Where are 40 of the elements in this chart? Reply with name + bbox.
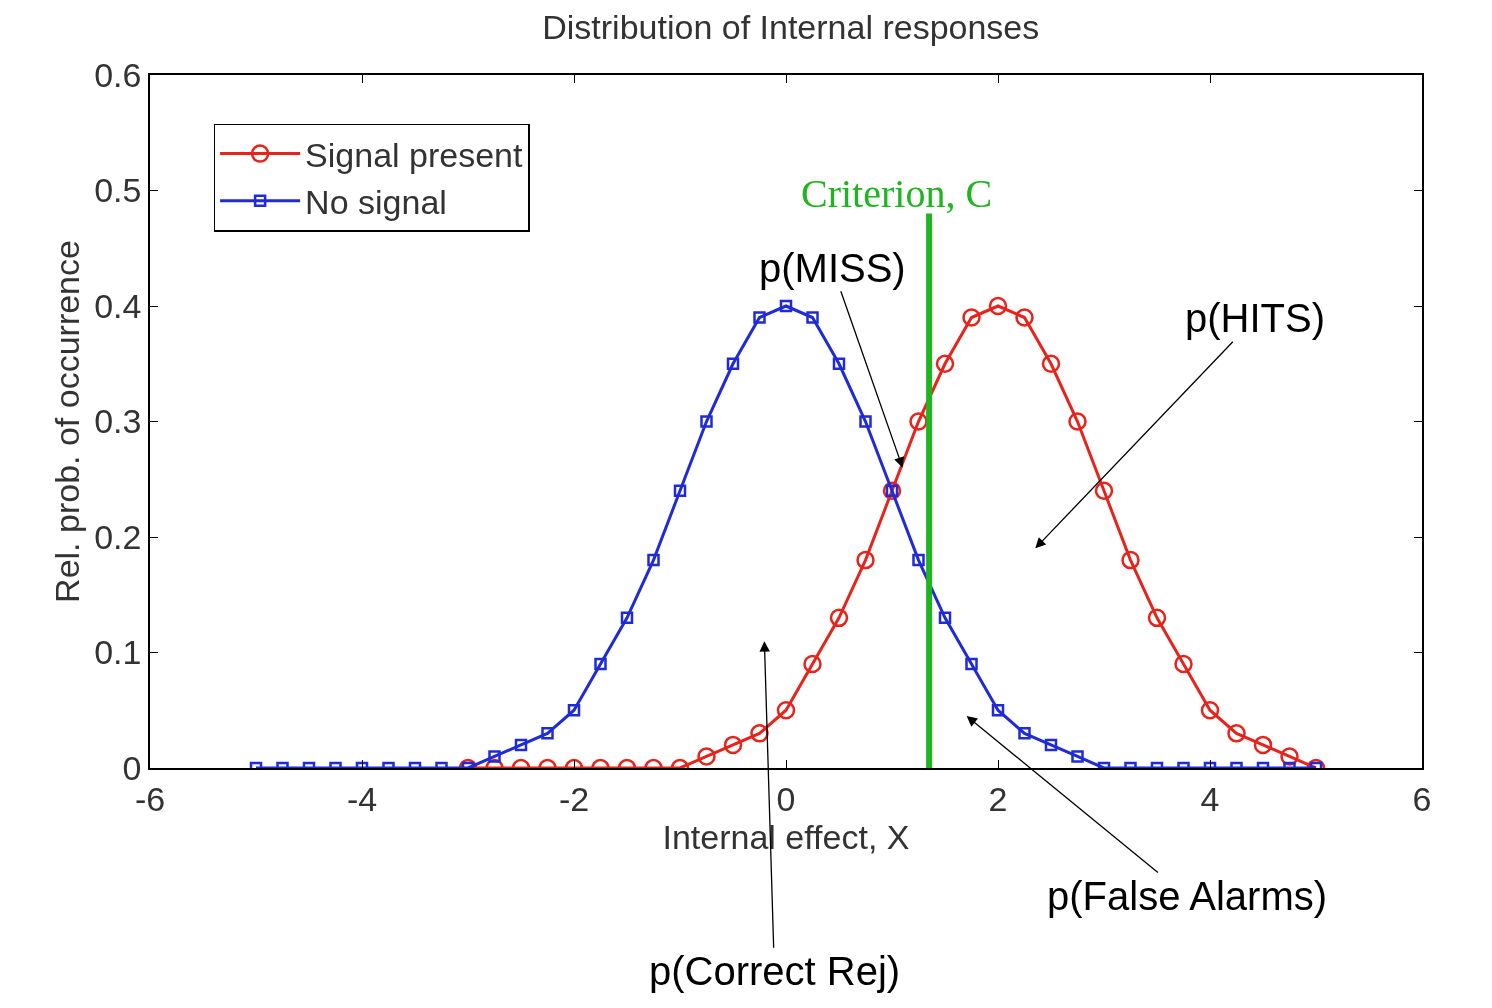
x-tick-label: 6 xyxy=(1412,779,1432,818)
point xyxy=(806,311,819,324)
annotation: p(HITS) xyxy=(1185,296,1325,340)
legend-label: No signal xyxy=(305,183,447,222)
chart-title: Distribution of Internal responses xyxy=(542,7,1040,46)
x-tick-label: 0 xyxy=(776,779,796,818)
point xyxy=(912,553,925,567)
x-tick-label: -4 xyxy=(346,779,378,818)
point xyxy=(673,484,687,498)
point xyxy=(832,357,846,370)
point xyxy=(1068,412,1087,431)
point xyxy=(1094,481,1114,501)
y-tick-label: 0.3 xyxy=(94,402,142,441)
point xyxy=(753,311,766,324)
point xyxy=(988,296,1008,316)
y-tick-label: 0.5 xyxy=(94,171,142,210)
point xyxy=(726,357,740,370)
point xyxy=(859,415,872,428)
text: p(Correct Rej) xyxy=(649,949,901,993)
y-axis-title: Rel. prob. of occurrence xyxy=(48,240,87,603)
y-tick-label: 0.6 xyxy=(94,55,142,94)
point xyxy=(647,553,660,567)
x-tick-label: -2 xyxy=(558,779,590,818)
x-tick-label: 2 xyxy=(988,779,1008,818)
ref-line-label: Criterion, C xyxy=(801,171,993,216)
point xyxy=(935,354,955,373)
point xyxy=(856,550,875,570)
text: p(False Alarms) xyxy=(1047,874,1328,918)
point xyxy=(1015,308,1034,327)
point xyxy=(700,415,713,428)
point xyxy=(1041,354,1061,373)
point xyxy=(1121,550,1140,570)
y-tick-label: 0.2 xyxy=(94,517,142,556)
legend-label: Signal present xyxy=(305,135,524,174)
annotation: p(MISS) xyxy=(759,246,906,290)
point xyxy=(779,299,793,313)
y-tick-label: 0.4 xyxy=(94,286,142,325)
y-tick-label: 0.1 xyxy=(94,633,142,672)
point xyxy=(962,308,981,327)
x-tick-label: 4 xyxy=(1200,779,1220,818)
